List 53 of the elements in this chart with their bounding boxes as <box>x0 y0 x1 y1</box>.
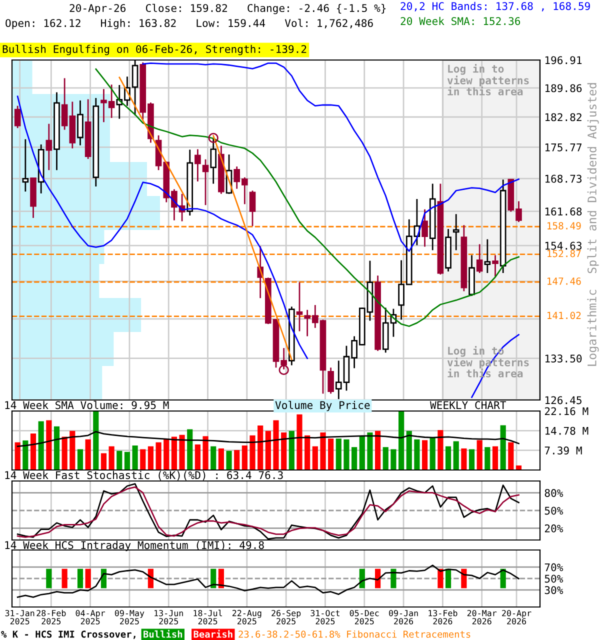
y-tick-label: 80% <box>544 489 564 497</box>
y-tick-label: 7.39 M <box>544 446 582 455</box>
chart-title: 14 Week Fast Stochastic (%K)(%D) : 63.4 76.3 <box>5 470 283 480</box>
x-tick-label: 04-Apr 2025 <box>76 610 106 624</box>
y-tick-label: 189.86 <box>545 84 582 92</box>
y-tick-label: 20% <box>544 524 564 532</box>
annotation: Volume By Price <box>275 400 370 412</box>
x-tick-label: 22-Aug 2025 <box>232 610 262 624</box>
x-tick-label: 26-Sep 2025 <box>272 610 301 624</box>
chart-title: 14 Week HCS Intraday Momentum (IMI): 49.8 <box>5 540 264 552</box>
x-tick-label: 20-Mar 2026 <box>467 610 497 624</box>
y-tick-label: 70% <box>544 563 564 572</box>
ref-line-label: 158.49 <box>548 222 581 230</box>
x-tick-label: 09-May 2025 <box>114 610 144 624</box>
x-tick-label: 28-Feb 2025 <box>36 610 66 624</box>
y-tick-label: 126.45 <box>545 396 582 404</box>
chart-title: 20-Apr-26 Close: 159.82 Change: -2.46 {-1.5 %} <box>70 4 386 14</box>
x-tick-label: 20-Apr 2026 <box>502 610 532 624</box>
y-tick-label: 50% <box>544 574 564 583</box>
x-tick-label: 13-Feb 2026 <box>428 610 458 624</box>
y-tick-label: 196.91 <box>545 56 582 64</box>
y-tick-label: 50% <box>544 506 564 515</box>
x-tick-label: 05-Dec 2025 <box>350 610 379 624</box>
y-tick-label: 154.63 <box>545 242 582 250</box>
y-tick-label: 168.73 <box>545 174 582 183</box>
text: WEEKLY CHART <box>430 401 506 410</box>
y-tick-label: 133.50 <box>545 354 582 363</box>
ref-line-label: 152.87 <box>548 250 581 258</box>
text: Bullish <box>144 630 182 638</box>
text: Logarithmic <box>587 290 599 366</box>
text: 23.6-38.2-50-61.8% Fibonacci Retracements <box>238 630 470 638</box>
x-tick-label: 13-Jun 2025 <box>154 610 183 624</box>
y-tick-label: 161.68 <box>545 208 582 216</box>
x-tick-label: 18-Jul 2025 <box>194 610 222 624</box>
text: Split and Dividend Adjusted <box>587 83 599 274</box>
annotation: Log in to view patterns in this area <box>447 64 529 96</box>
x-tick-label: 31-Oct 2025 <box>310 610 340 624</box>
text: 20 Week SMA: 152.36 <box>400 16 520 26</box>
chart-subtitle: Open: 162.12 High: 163.82 Low: 159.44 Vol: 1,762,486 <box>6 18 373 30</box>
ref-line-label: 147.46 <box>548 277 581 285</box>
ref-line-label: 141.02 <box>548 312 581 320</box>
legend-title: % K - HCS IMI Crossover, <box>1 630 136 639</box>
y-tick-label: 30% <box>544 586 564 594</box>
x-tick-label: 31-Jan 2025 <box>5 610 34 624</box>
x-tick-label: 09-Jan 2026 <box>389 610 418 624</box>
text: Bearish <box>194 630 232 638</box>
y-tick-label: 22.16 M <box>544 407 588 416</box>
y-tick-label: 175.77 <box>545 144 582 152</box>
text: 20,2 HC Bands: 137.68 , 168.59 <box>400 2 590 12</box>
text: Bullish Engulfing on 06-Feb-26, Strength: -139.2 <box>2 44 306 56</box>
y-tick-label: 182.82 <box>545 113 582 122</box>
chart-title: 14 Week SMA Volume: 9.95 M <box>5 400 169 410</box>
y-tick-label: 14.78 M <box>545 426 588 435</box>
